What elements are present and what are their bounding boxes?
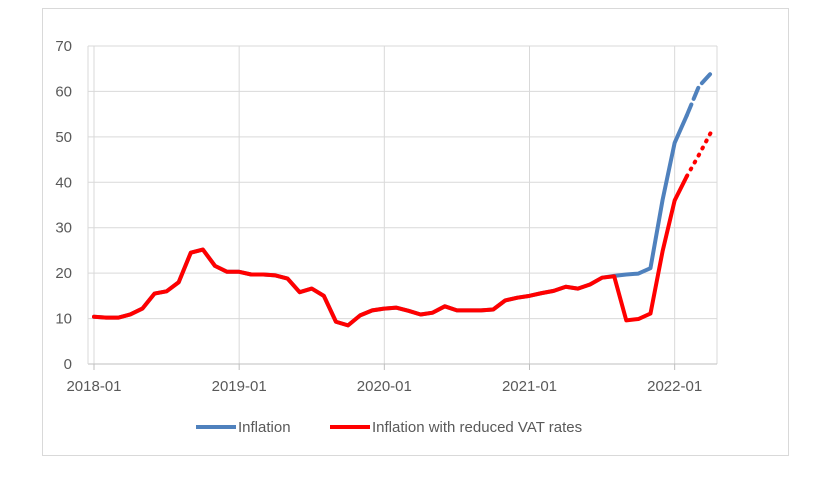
x-tick-label: 2022-01 xyxy=(647,378,702,395)
y-tick-label: 30 xyxy=(55,220,72,237)
legend-label-inflation: Inflation xyxy=(238,419,291,436)
axes: 0 10 20 30 40 50 60 70 2018-01 2019-01 2020-01 2021… xyxy=(55,38,717,395)
series-line-inflation xyxy=(92,113,689,328)
gridlines xyxy=(88,45,718,364)
y-tick-label: 0 xyxy=(64,356,72,373)
x-tick-label: 2019-01 xyxy=(212,378,267,395)
series-line-reduced-vat xyxy=(92,174,689,328)
y-tick-label: 50 xyxy=(55,129,72,146)
y-tick-label: 60 xyxy=(55,83,72,100)
series-projection-inflation xyxy=(684,71,713,118)
x-tick-label: 2020-01 xyxy=(357,378,412,395)
y-tick-label: 70 xyxy=(55,38,72,55)
x-tick-label: 2018-01 xyxy=(66,378,121,395)
x-tick-label: 2021-01 xyxy=(502,378,557,395)
series-lines xyxy=(92,71,713,328)
y-tick-label: 10 xyxy=(55,311,72,328)
legend-label-reduced-vat: Inflation with reduced VAT rates xyxy=(372,419,582,436)
y-tick-label: 40 xyxy=(55,174,72,191)
chart-frame xyxy=(42,8,789,456)
legend: Inflation Inflation with reduced VAT rate… xyxy=(196,419,582,436)
y-tick-label: 20 xyxy=(55,265,72,282)
series-projection-reduced-vat xyxy=(684,130,713,179)
